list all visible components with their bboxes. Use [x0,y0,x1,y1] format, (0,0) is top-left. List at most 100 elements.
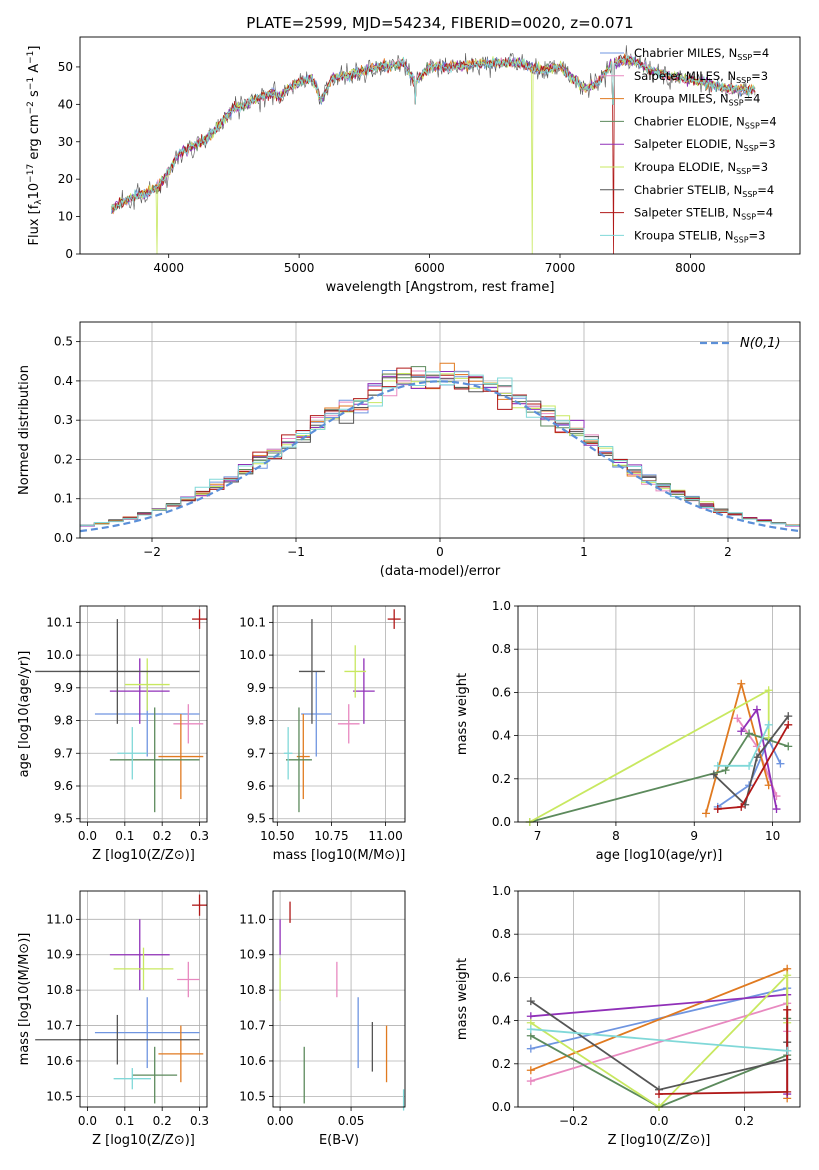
y-tick-label: 11.0 [46,912,73,926]
x-tick-label: 8000 [675,261,706,275]
y-tick-label: 0.6 [492,685,511,699]
data-point-marker [784,720,793,729]
data-point-marker [526,997,535,1006]
data-point-marker [733,714,742,723]
data-point-marker [526,1025,535,1034]
y-tick-label: 10.8 [46,983,73,997]
x-tick-label: −1 [287,545,305,559]
y-tick-label: 0.1 [54,492,73,506]
mass-weight-line [530,972,789,1109]
mass-weight-line [529,688,770,823]
y-tick-label: 0.2 [492,1057,511,1071]
legend-entry: Salpeter ELODIE, NSSP=3 [634,137,776,153]
plot-frame [79,36,801,255]
y-tick-label: 0 [65,247,73,261]
x-axis-label: Z [log10(Z/Z⊙)] [608,1133,711,1148]
y-tick-label: 11.0 [239,912,266,926]
histogram-step [79,371,800,538]
legend-entry: Kroupa STELIB, NSSP=3 [634,228,765,244]
plot-frame [79,890,208,1108]
y-tick-label: 10.1 [46,615,73,629]
legend-entry: Chabrier MILES, NSSP=4 [634,46,769,62]
y-tick-label: 0.0 [54,531,73,545]
y-tick-label: 9.8 [54,714,73,728]
legend-entry: Kroupa ELODIE, NSSP=3 [634,160,768,176]
spectrum-line [110,55,756,214]
x-tick-label: 4000 [153,261,184,275]
age-vs-mass-panel: 10.50 10.75 11.00 9.5 9.6 9.7 9.8 9.9 10.0 10.1 ma… [239,605,406,863]
legend-entry: Salpeter STELIB, NSSP=4 [634,206,773,222]
x-axis-label: E(B-V) [319,1133,359,1148]
x-axis-label: wavelength [Angstrom, rest frame] [326,280,555,295]
y-tick-label: 9.5 [247,812,266,826]
x-axis-label: age [log10(age/yr)] [596,848,723,863]
residual-histogram-panel: −2 −1 0 1 2 0.0 0.1 0.2 0.3 0.4 0.5 (data-model)/er… [17,321,801,579]
x-tick-label: 2 [724,545,732,559]
data-point-marker [709,770,718,779]
legend-entry: Chabrier STELIB, NSSP=4 [634,183,774,199]
y-tick-label: 10.6 [46,1054,73,1068]
x-tick-label: 6000 [414,261,445,275]
mass-vs-extinction-panel: 0.00 0.05 10.5 10.6 10.7 10.8 10.9 11.0 E(B-V) [239,890,406,1148]
y-tick-label: 9.8 [247,714,266,728]
y-tick-label: 0.0 [492,815,511,829]
data-point-marker [526,1066,535,1075]
y-tick-label: 0.2 [54,452,73,466]
y-axis-label: Normed distribution [17,365,32,495]
data-point-marker [776,759,785,768]
legend-entry: Salpeter MILES, NSSP=3 [634,69,768,85]
spectrum-panel: 4000 5000 6000 7000 8000 0 10 20 30 40 50 wavelengt… [26,36,801,295]
y-tick-label: 9.6 [54,779,73,793]
x-axis-label: Z [log10(Z/Z⊙)] [92,1133,195,1148]
data-point-marker [655,1090,663,1099]
y-tick-label: 20 [58,172,73,186]
y-tick-label: 10.5 [46,1089,73,1103]
spectrum-legend: Chabrier MILES, NSSP=4 Salpeter MILES, NS… [600,46,777,244]
y-tick-label: 10.7 [46,1019,73,1033]
mass-vs-metallicity-panel: 0.0 0.1 0.2 0.3 10.5 10.6 10.7 10.8 10.9 11.0 Z [l… [17,890,209,1148]
y-tick-label: 0.0 [492,1100,511,1114]
y-axis-label: mass [log10(M/M⊙)] [17,933,32,1066]
age-vs-metallicity-panel: 0.0 0.1 0.2 0.3 9.5 9.6 9.7 9.8 9.9 10.0 10.1 Z [lo… [17,605,209,863]
mass-weight-line [717,737,782,808]
data-point-marker [764,686,773,695]
y-tick-label: 10 [58,210,73,224]
data-point-marker [745,729,754,738]
x-axis-label: (data-model)/error [380,564,501,579]
y-tick-label: 0.6 [492,970,511,984]
y-tick-label: 9.9 [247,681,266,695]
plot-frame [272,890,406,1108]
legend-entry: N(0,1) [740,336,781,351]
plot-frame [79,321,801,539]
y-tick-label: 10.0 [239,648,266,662]
data-point-marker [783,1087,792,1096]
x-tick-label: 0.00 [267,1114,294,1128]
data-point-marker [702,809,710,818]
data-point-marker [713,761,722,770]
y-tick-label: 10.0 [46,648,73,662]
y-tick-label: 0.8 [492,927,511,941]
y-tick-label: 0.5 [54,335,73,349]
y-tick-label: 0.4 [54,374,73,388]
data-point-marker [772,805,781,814]
data-point-marker [752,705,761,714]
y-axis-label: Flux [fλ10−17 erg cm−2 s−1 A−1] [26,46,44,246]
x-axis-label: mass [log10(M/M⊙)] [273,848,406,863]
mass-weight-line [529,732,789,823]
x-tick-label: 0.3 [190,829,209,843]
data-point-marker [784,742,793,751]
data-point-marker [783,1046,792,1055]
plot-frame [517,890,801,1108]
data-point-marker [745,761,754,770]
x-tick-label: 10 [765,829,780,843]
y-tick-label: 9.7 [54,746,73,760]
x-tick-label: 5000 [284,261,315,275]
y-tick-label: 9.7 [247,746,266,760]
x-tick-label: 0.2 [153,829,172,843]
data-point-marker [526,1044,535,1053]
x-tick-label: 0.1 [115,829,134,843]
y-tick-label: 50 [58,60,73,74]
y-tick-label: 1.0 [492,884,511,898]
x-tick-label: 0 [436,545,444,559]
